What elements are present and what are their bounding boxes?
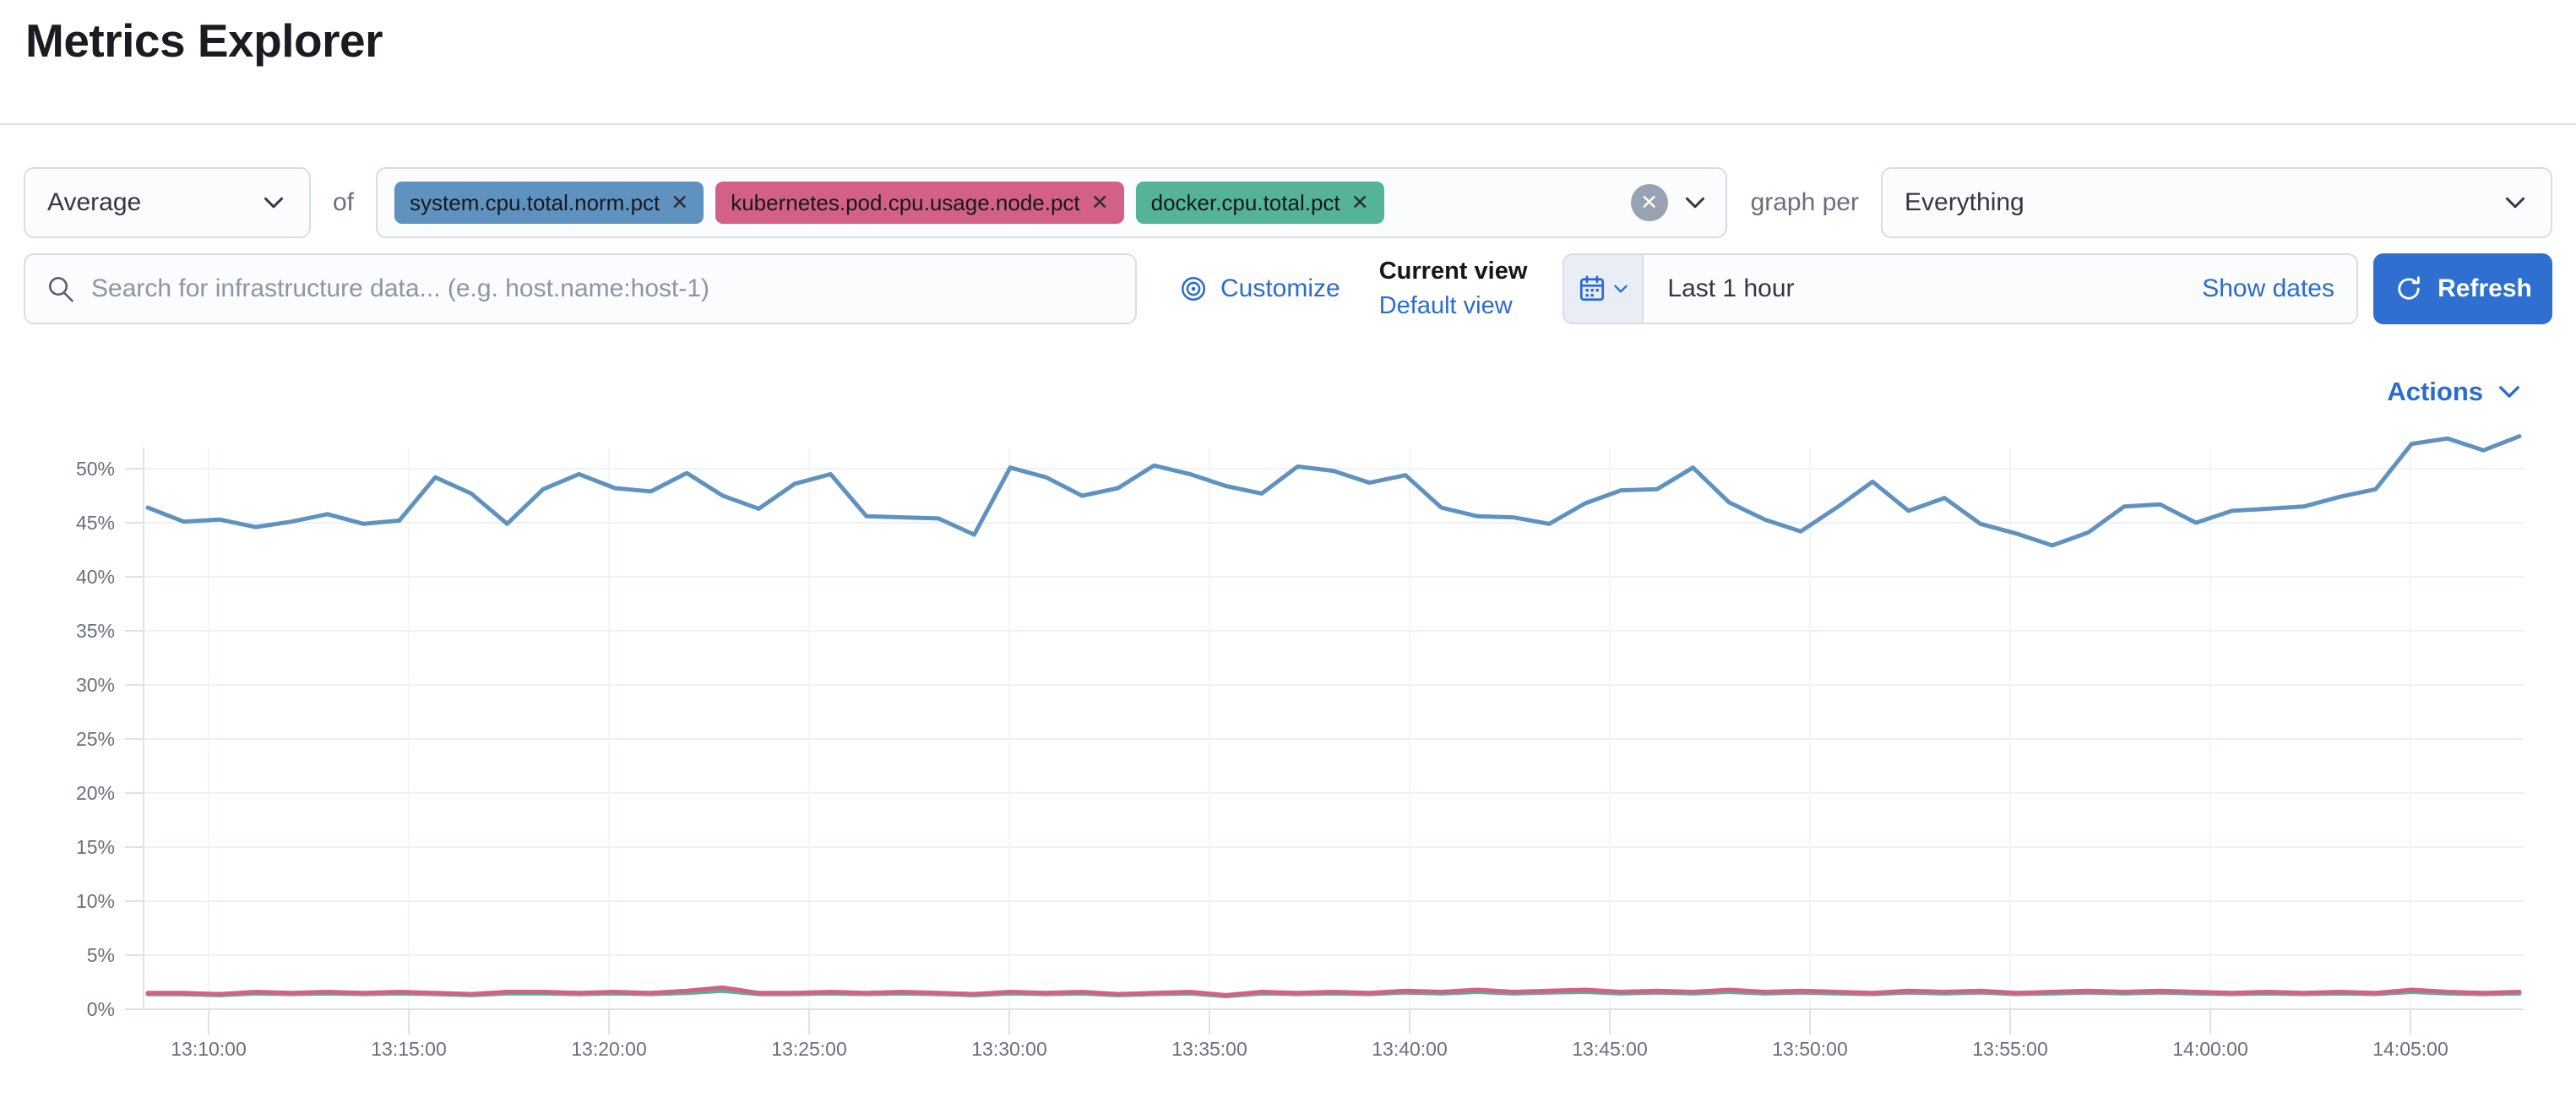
show-dates-link[interactable]: Show dates (2202, 274, 2334, 302)
group-by-select[interactable]: Everything (1881, 167, 2552, 238)
chevron-down-icon (1614, 285, 1628, 293)
page-title: Metrics Explorer (25, 14, 383, 67)
series-line-system.cpu.total.norm.pct (145, 434, 2522, 548)
metric-badges: system.cpu.total.norm.pct ✕ kubernetes.pod… (394, 182, 1384, 224)
metric-badge-label: system.cpu.total.norm.pct (410, 189, 660, 215)
chart-series (145, 434, 2522, 999)
chevron-down-icon (2505, 197, 2525, 209)
refresh-icon (2398, 276, 2420, 300)
customize-label: Customize (1220, 274, 1340, 302)
metric-badge[interactable]: kubernetes.pod.cpu.usage.node.pct ✕ (715, 182, 1124, 224)
bullseye-icon (1181, 276, 1206, 301)
refresh-button[interactable]: Refresh (2373, 253, 2552, 324)
metric-badge[interactable]: system.cpu.total.norm.pct ✕ (394, 182, 704, 224)
x-axis-tick-label: 13:20:00 (571, 1038, 647, 1060)
page-header: Metrics Explorer (0, 0, 2576, 125)
search-box[interactable] (24, 253, 1137, 324)
x-axis-tick-label: 13:55:00 (1972, 1038, 2048, 1060)
metric-config-row: Average of system.cpu.total.norm.pct ✕ kub… (24, 167, 2552, 238)
actions-menu-button[interactable]: Actions (2387, 377, 2524, 407)
chart-axes: 13:10:00 13:15:00 13:20:00 13:25:00 13:30:00… (76, 448, 2524, 1060)
aggregation-value: Average (47, 188, 142, 216)
x-axis-tick-label: 13:35:00 (1171, 1038, 1247, 1060)
current-view-label: Current view (1378, 258, 1528, 285)
remove-metric-icon[interactable]: ✕ (671, 191, 689, 215)
graph-per-label: graph per (1750, 188, 1859, 216)
metrics-combobox[interactable]: system.cpu.total.norm.pct ✕ kubernetes.pod… (376, 167, 1727, 238)
search-input[interactable] (91, 274, 1115, 303)
y-axis-tick-label: 20% (76, 782, 115, 804)
x-axis-tick-label: 13:10:00 (171, 1038, 247, 1060)
y-axis-tick-label: 30% (76, 674, 115, 696)
x-axis-tick-label: 13:15:00 (371, 1038, 447, 1060)
y-axis-tick-label: 10% (76, 890, 115, 912)
metrics-toolbar: Average of system.cpu.total.norm.pct ✕ kub… (0, 125, 2576, 324)
y-axis-tick-label: 0% (87, 998, 115, 1020)
combobox-controls: ✕ (1630, 184, 1709, 221)
chart-header: Actions (0, 324, 2576, 407)
calendar-icon (1579, 275, 1604, 301)
refresh-label: Refresh (2437, 274, 2532, 302)
view-switcher: Current view Default view (1379, 254, 1528, 323)
y-axis-tick-label: 45% (76, 512, 115, 534)
y-axis-tick-label: 15% (76, 836, 115, 858)
search-icon (48, 276, 73, 302)
x-axis-tick-label: 13:40:00 (1372, 1038, 1448, 1060)
group-by-value: Everything (1905, 188, 2024, 216)
time-range-picker: Last 1 hour Show dates (1562, 253, 2358, 324)
remove-metric-icon[interactable]: ✕ (1350, 191, 1369, 215)
metric-badge[interactable]: docker.cpu.total.pct ✕ (1135, 182, 1384, 224)
remove-metric-icon[interactable]: ✕ (1090, 191, 1109, 215)
metric-badge-label: kubernetes.pod.cpu.usage.node.pct (731, 189, 1080, 215)
x-axis-tick-label: 13:50:00 (1772, 1038, 1848, 1060)
x-axis-tick-label: 14:05:00 (2372, 1038, 2448, 1060)
aggregation-select[interactable]: Average (24, 167, 311, 238)
x-axis-tick-label: 13:25:00 (771, 1038, 847, 1060)
series-line-kubernetes.pod.cpu.usage.node.pct (145, 985, 2522, 997)
time-range-value[interactable]: Last 1 hour (1667, 274, 1795, 302)
y-axis-tick-label: 50% (76, 458, 115, 480)
quick-select-button[interactable] (1564, 255, 1644, 323)
default-view-link[interactable]: Default view (1378, 292, 1513, 319)
of-label: of (333, 188, 355, 216)
y-axis-tick-label: 5% (87, 944, 115, 966)
metrics-line-chart[interactable]: 13:10:00 13:15:00 13:20:00 13:25:00 13:30:00… (0, 422, 2576, 1081)
chevron-down-icon (2499, 386, 2519, 398)
metric-badge-label: docker.cpu.total.pct (1150, 189, 1340, 215)
chart-gridlines (144, 448, 2524, 1009)
clear-metrics-icon[interactable]: ✕ (1630, 184, 1668, 221)
actions-label: Actions (2387, 377, 2483, 406)
x-axis-tick-label: 13:30:00 (971, 1038, 1047, 1060)
chevron-down-icon (264, 197, 284, 209)
x-axis-tick-label: 14:00:00 (2172, 1038, 2248, 1060)
y-axis-tick-label: 35% (76, 620, 115, 642)
search-row: Customize Current view Default view Last… (24, 253, 2552, 324)
y-axis-tick-label: 40% (76, 566, 115, 588)
x-axis-tick-label: 13:45:00 (1572, 1038, 1648, 1060)
customize-button[interactable]: Customize (1179, 274, 1340, 303)
y-axis-tick-label: 25% (76, 728, 115, 750)
chevron-down-icon[interactable] (1682, 189, 1709, 216)
